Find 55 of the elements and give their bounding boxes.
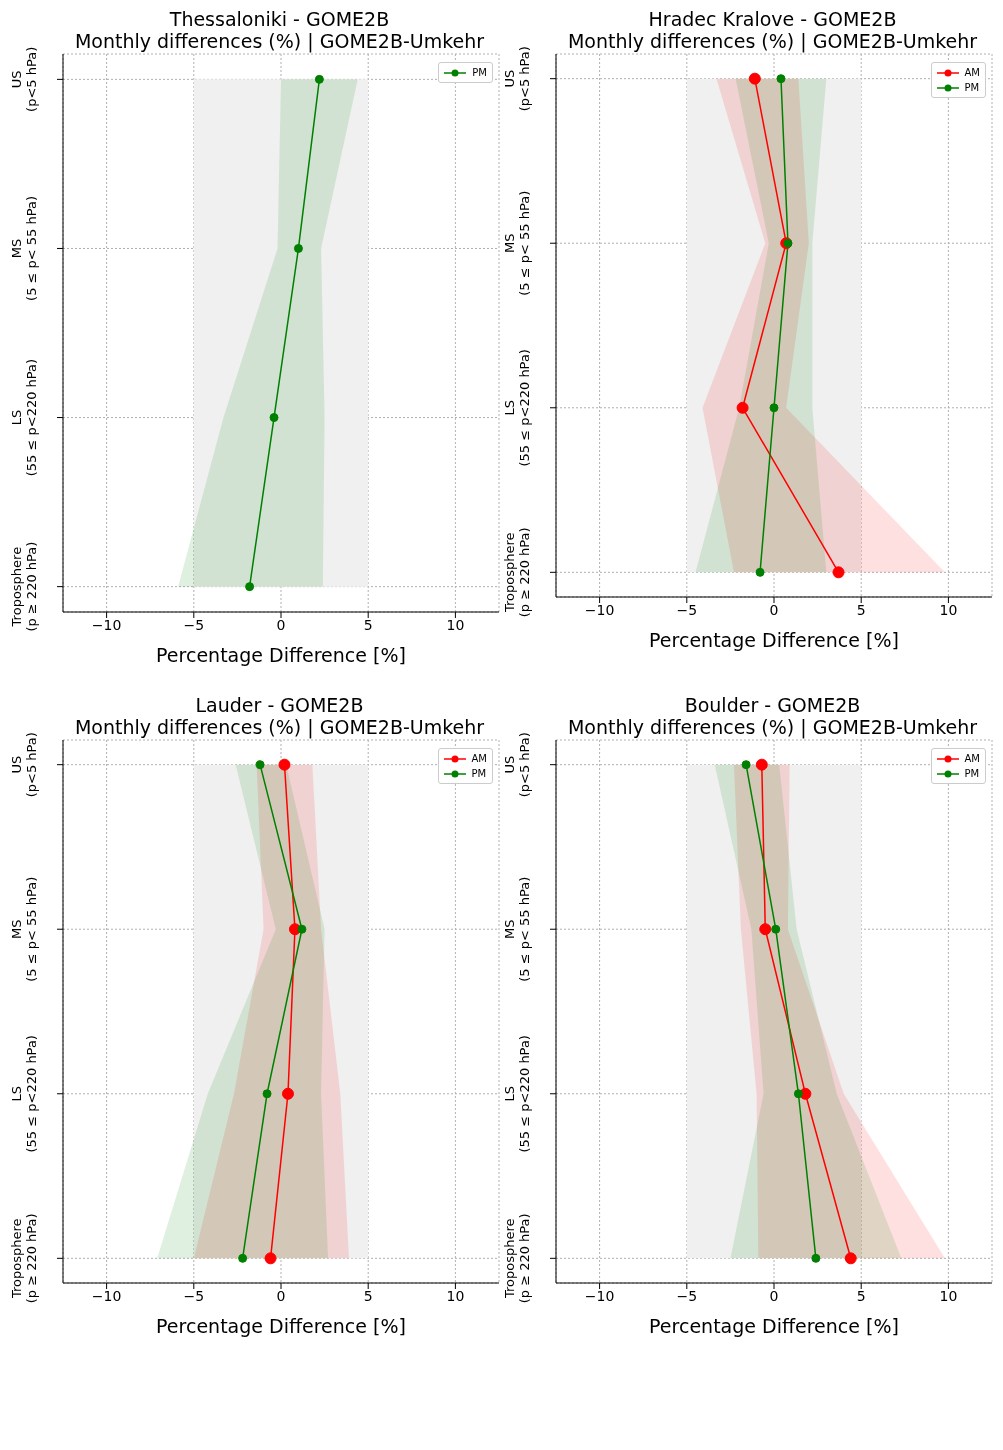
y-tick-label: MS (5 ≤ p< 55 hPa) [502, 876, 532, 982]
x-tick-label: 0 [276, 1287, 286, 1304]
legend-label: AM [964, 752, 980, 766]
x-tick-label: −10 [91, 616, 122, 633]
x-tick-label: 5 [856, 601, 866, 618]
y-tick-label: US (p<5 hPa) [502, 46, 532, 112]
y-tick-label: Troposphere (p ≥ 220 hPa) [9, 1213, 39, 1304]
x-tick-label: 10 [939, 601, 958, 618]
legend-label: AM [471, 752, 487, 766]
x-axis-title: Percentage Difference [%] [649, 1315, 899, 1337]
x-tick-label: 10 [446, 616, 465, 633]
x-tick-label: 0 [769, 601, 779, 618]
x-tick-label: −10 [91, 1287, 122, 1304]
x-tick-label: −5 [183, 1287, 205, 1304]
y-tick-label: LS (55 ≤ p<220 hPa) [9, 358, 39, 477]
y-tick-label: US (p<5 hPa) [502, 732, 532, 798]
x-tick-label: −5 [183, 616, 205, 633]
y-tick-label: Troposphere (p ≥ 220 hPa) [502, 1213, 532, 1304]
chart-title: Boulder - GOME2B [683, 694, 862, 716]
x-tick-label: 10 [939, 1287, 958, 1304]
legend-label: AM [964, 66, 980, 80]
legend-label: PM [964, 767, 980, 781]
x-tick-label: −10 [584, 1287, 615, 1304]
y-tick-label: Troposphere (p ≥ 220 hPa) [502, 527, 532, 618]
y-tick-label: LS (55 ≤ p<220 hPa) [502, 349, 532, 467]
x-axis-title: Percentage Difference [%] [156, 644, 406, 666]
chart-title: Hradec Kralove - GOME2B [647, 8, 898, 30]
y-tick-label: MS (5 ≤ p< 55 hPa) [9, 876, 39, 982]
x-tick-label: 0 [276, 616, 286, 633]
chart-subtitle: Monthly differences (%) | GOME2B-Umkehr [73, 716, 486, 738]
chart-title: Thessaloniki - GOME2B [168, 8, 391, 30]
y-tick-label: Troposphere (p ≥ 220 hPa) [9, 541, 39, 632]
legend-label: PM [471, 767, 487, 781]
x-tick-label: 5 [363, 1287, 373, 1304]
y-tick-label: MS (5 ≤ p< 55 hPa) [502, 190, 532, 296]
y-tick-label: US (p<5 hPa) [9, 46, 39, 112]
chart-subtitle: Monthly differences (%) | GOME2B-Umkehr [73, 30, 486, 52]
x-tick-label: 5 [363, 616, 373, 633]
y-tick-label: LS (55 ≤ p<220 hPa) [9, 1035, 39, 1153]
x-tick-label: −5 [676, 601, 698, 618]
chart-subtitle: Monthly differences (%) | GOME2B-Umkehr [566, 716, 979, 738]
x-axis-title: Percentage Difference [%] [649, 629, 899, 651]
y-tick-label: US (p<5 hPa) [9, 732, 39, 798]
y-tick-label: LS (55 ≤ p<220 hPa) [502, 1035, 532, 1153]
chart-title: Lauder - GOME2B [194, 694, 365, 716]
x-tick-label: 0 [769, 1287, 779, 1304]
x-tick-label: 5 [856, 1287, 866, 1304]
y-tick-label: MS (5 ≤ p< 55 hPa) [9, 195, 39, 301]
legend-label: PM [472, 66, 487, 80]
x-tick-label: −5 [676, 1287, 698, 1304]
chart-subtitle: Monthly differences (%) | GOME2B-Umkehr [566, 30, 979, 52]
x-tick-label: 10 [446, 1287, 465, 1304]
x-axis-title: Percentage Difference [%] [156, 1315, 406, 1337]
legend-label: PM [964, 81, 980, 95]
x-tick-label: −10 [584, 601, 615, 618]
